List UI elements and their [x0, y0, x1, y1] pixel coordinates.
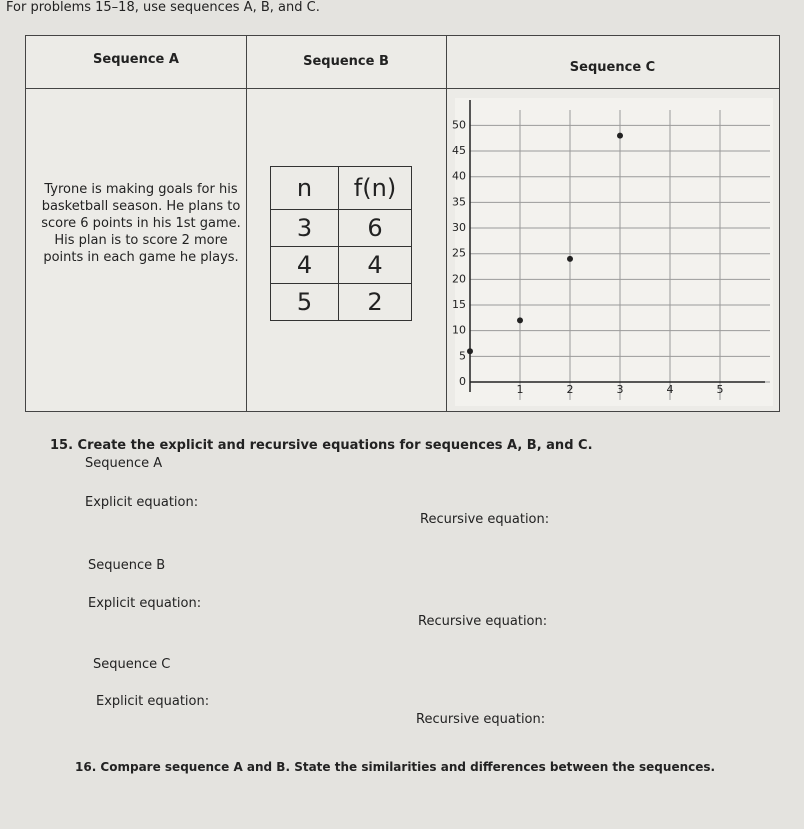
cell: 2	[338, 283, 412, 321]
point	[517, 317, 523, 324]
header-row	[26, 36, 779, 89]
part-label: Sequence C	[93, 657, 171, 672]
x-tick-label: 4	[667, 383, 674, 396]
header: Sequence C	[569, 60, 656, 75]
question-prompt: 15. Create the explicit and recursive eq…	[50, 438, 593, 453]
cell: f(n)	[338, 166, 412, 210]
divider	[446, 36, 447, 411]
y-tick-label: 15	[452, 298, 466, 311]
y-tick-label: 25	[452, 247, 466, 260]
intro: For problems 15–18, use sequences A, B, …	[6, 0, 320, 15]
recursive-label: Recursive equation:	[418, 614, 548, 629]
x-tick-label: 3	[617, 383, 624, 396]
cell: n	[270, 166, 339, 210]
part-label: Sequence B	[88, 558, 166, 573]
header: Sequence B	[303, 54, 389, 69]
y-tick-label: 50	[452, 118, 466, 131]
y-tick-label: 35	[452, 195, 466, 208]
divider	[246, 36, 247, 411]
part-label: Sequence A	[85, 456, 163, 471]
y-tick-label: 10	[452, 324, 466, 337]
x-tick-label: 1	[517, 383, 524, 396]
point	[467, 348, 473, 355]
y-tick-label: 0	[459, 375, 466, 388]
y-tick-label: 45	[452, 144, 466, 157]
explicit-label: Explicit equation:	[88, 596, 202, 611]
question-prompt: 16. Compare sequence A and B. State the …	[75, 760, 716, 774]
cell: 3	[270, 209, 339, 247]
cell: 6	[338, 209, 412, 247]
y-tick-label: 5	[459, 349, 466, 362]
cell: 4	[338, 246, 412, 284]
y-tick-label: 40	[452, 170, 466, 183]
x-tick-label: 5	[717, 383, 724, 396]
sequence-a-text: Tyrone is making goals for his basketbal…	[41, 182, 241, 265]
point	[617, 132, 623, 139]
recursive-label: Recursive equation:	[416, 712, 546, 727]
header: Sequence A	[93, 52, 179, 67]
plot-area	[455, 98, 773, 406]
explicit-label: Explicit equation:	[96, 694, 210, 709]
y-tick-label: 30	[452, 221, 466, 234]
cell: 5	[270, 283, 339, 321]
point	[567, 255, 573, 262]
x-tick-label: 2	[567, 383, 574, 396]
cell: 4	[270, 246, 339, 284]
recursive-label: Recursive equation:	[420, 512, 550, 527]
explicit-label: Explicit equation:	[85, 495, 199, 510]
y-tick-label: 20	[452, 272, 466, 285]
